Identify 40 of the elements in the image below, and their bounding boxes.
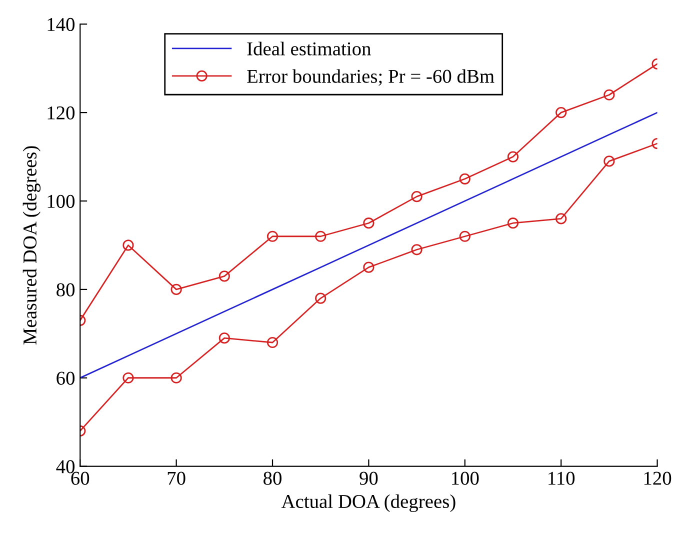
x-tick-label: 100 xyxy=(452,472,479,485)
x-tick-label: 60 xyxy=(71,472,90,485)
point xyxy=(266,230,278,242)
x-tick-label: 70 xyxy=(168,472,186,485)
y-axis-title: Measured DOA (degrees) xyxy=(22,146,41,345)
point xyxy=(315,230,326,242)
point xyxy=(315,292,326,304)
point xyxy=(218,270,230,282)
point xyxy=(604,156,615,167)
point xyxy=(122,240,134,251)
x-tick-label: 90 xyxy=(360,472,378,485)
point xyxy=(122,372,134,384)
y-tick-label: 140 xyxy=(48,18,75,32)
point xyxy=(507,218,519,229)
x-tick-label: 80 xyxy=(264,472,282,485)
y-tick-label: 40 xyxy=(56,460,75,474)
point xyxy=(363,218,374,229)
point xyxy=(411,244,422,256)
point xyxy=(604,89,615,100)
point xyxy=(363,262,374,273)
legend-label: Error boundaries; Pr = -60 dBm xyxy=(247,69,494,86)
point xyxy=(459,230,470,242)
x-axis-title: Actual DOA (degrees) xyxy=(281,494,456,512)
point xyxy=(459,173,470,184)
point xyxy=(556,107,567,118)
y-tick-label: 100 xyxy=(48,194,75,208)
point xyxy=(218,332,230,344)
line-series xyxy=(80,112,658,379)
legend-label: Ideal estimation xyxy=(247,42,371,56)
point xyxy=(266,336,278,348)
y-tick-label: 60 xyxy=(56,372,75,385)
x-tick-label: 120 xyxy=(644,472,672,485)
y-tick-label: 80 xyxy=(56,283,75,296)
point xyxy=(507,151,519,162)
point xyxy=(170,284,182,295)
point xyxy=(556,213,567,224)
y-tick-label: 120 xyxy=(48,106,75,120)
x-tick-label: 110 xyxy=(548,472,575,485)
point xyxy=(411,191,422,202)
point xyxy=(170,372,182,384)
